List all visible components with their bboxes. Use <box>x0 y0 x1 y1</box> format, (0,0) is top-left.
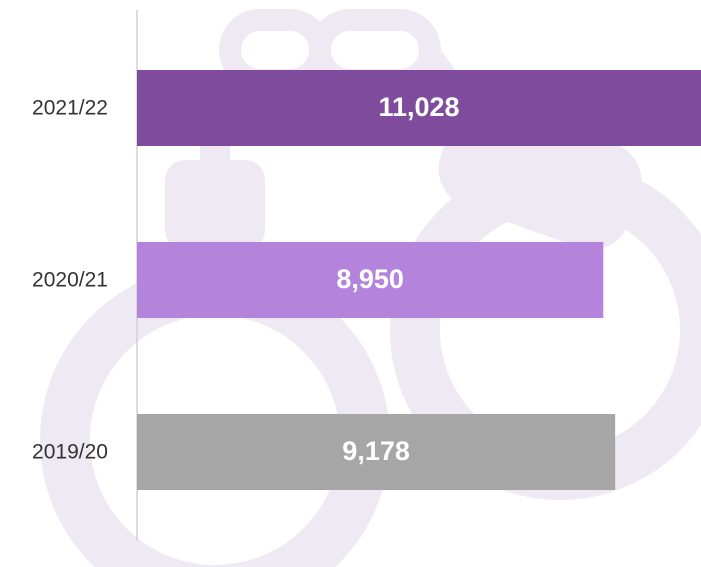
value-label: 9,178 <box>342 436 410 466</box>
value-label: 11,028 <box>378 92 459 122</box>
category-label: 2020/21 <box>32 269 108 292</box>
value-label: 8,950 <box>336 264 404 294</box>
bar <box>137 70 701 146</box>
category-label: 2021/22 <box>32 97 108 120</box>
bar <box>137 242 604 318</box>
category-label: 2019/20 <box>32 441 108 464</box>
bar <box>137 414 616 490</box>
